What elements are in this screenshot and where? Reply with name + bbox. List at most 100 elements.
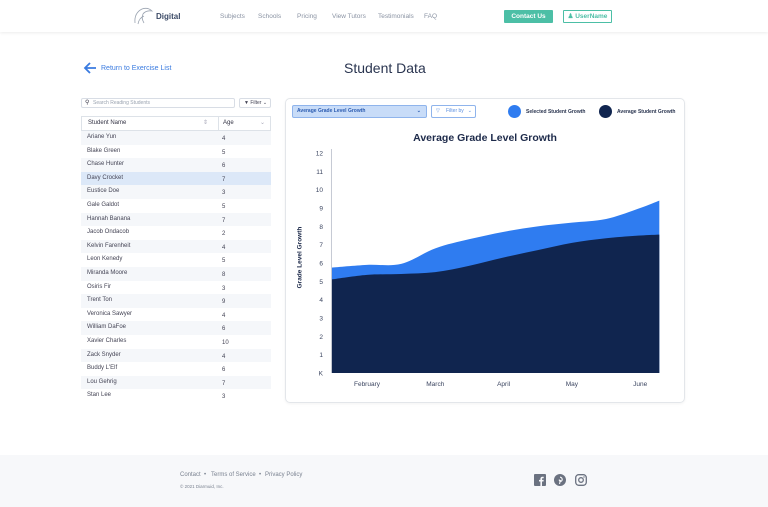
student-age: 10 [222, 339, 229, 346]
chevron-down-icon: ⌄ [261, 100, 268, 106]
student-age: 4 [222, 353, 226, 360]
table-row[interactable]: Blake Green 5 [81, 145, 271, 159]
nav-subjects[interactable]: Subjects [220, 13, 245, 20]
student-age: 6 [222, 163, 226, 170]
metric-dropdown[interactable]: Average Grade Level Growth ⌄ [292, 105, 427, 118]
table-row[interactable]: Leon Kenedy 5 [81, 253, 271, 267]
student-name: Jacob Ondacob [87, 229, 130, 236]
arrow-left-icon [83, 62, 96, 74]
filter-button[interactable]: ▼ Filter ⌄ [239, 98, 271, 108]
table-row[interactable]: Davy Crocket 7 [81, 171, 271, 186]
filter-icon: ▽ [436, 108, 440, 114]
search-icon: ⚲ [85, 100, 90, 106]
students-table: Student Name ⇕ Age ⌄ Ariane Yun 4 Blake Gree… [81, 116, 271, 403]
user-icon: ♟ [567, 13, 576, 20]
student-name: William DaFoe [87, 324, 127, 331]
student-name: Chase Hunter [87, 161, 125, 168]
student-name: Zack Snyder [87, 351, 121, 358]
footer-contact-link[interactable]: Contact [180, 472, 201, 478]
y-tick-label: 7 [319, 242, 323, 249]
column-header-name[interactable]: Student Name ⇕ [82, 117, 219, 130]
table-row[interactable]: Veronica Sawyer 4 [81, 308, 271, 322]
table-row[interactable]: Jacob Ondacob 2 [81, 226, 271, 240]
student-age: 3 [222, 285, 226, 292]
table-row[interactable]: Stan Lee 3 [81, 389, 271, 403]
footer-privacy-link[interactable]: Privacy Policy [265, 472, 303, 478]
table-row[interactable]: Zack Snyder 4 [81, 348, 271, 363]
table-row[interactable]: William DaFoe 6 [81, 321, 271, 335]
nav-view-tutors[interactable]: View Tutors [332, 13, 366, 20]
y-tick-label: 12 [316, 151, 324, 158]
nav-schools[interactable]: Schools [258, 13, 282, 20]
legend-average: Average Student Growth [599, 105, 675, 118]
logo-icon[interactable] [132, 5, 154, 27]
student-age: 7 [222, 380, 226, 387]
table-row[interactable]: Miranda Moore 8 [81, 266, 271, 281]
instagram-icon[interactable] [575, 474, 587, 486]
user-button[interactable]: ♟ UserName [563, 10, 612, 23]
student-age: 3 [222, 394, 226, 401]
filter-label: Filter [250, 100, 262, 106]
legend-selected: Selected Student Growth [508, 105, 585, 118]
student-name: Xavier Charles [87, 337, 127, 344]
x-tick-label: March [426, 381, 444, 388]
legend-dot [599, 105, 612, 118]
student-name: Osiris Fir [87, 283, 111, 290]
brand-name[interactable]: Digital [156, 12, 181, 21]
nav-testimonials[interactable]: Testimonials [378, 13, 414, 20]
student-name: Leon Kenedy [87, 256, 123, 263]
y-tick-label: 5 [319, 279, 323, 286]
table-row[interactable]: Xavier Charles 10 [81, 335, 271, 349]
table-row[interactable]: Trent Ton 9 [81, 294, 271, 308]
student-name: Trent Ton [87, 297, 113, 304]
student-age: 4 [222, 312, 226, 319]
student-age: 6 [222, 326, 226, 333]
student-name: Hannah Banana [87, 215, 131, 222]
legend-dot [508, 105, 521, 118]
y-tick-label: 8 [319, 224, 323, 231]
sort-icon[interactable]: ⇕ [202, 120, 208, 126]
y-tick-label: 3 [319, 316, 323, 323]
student-age: 4 [222, 136, 226, 142]
table-row[interactable]: Buddy L'Elf 6 [81, 362, 271, 376]
student-age: 9 [222, 299, 226, 306]
separator: • [204, 472, 207, 478]
student-name: Veronica Sawyer [87, 310, 133, 317]
student-name: Miranda Moore [87, 269, 128, 276]
chevron-down-icon[interactable]: ⌄ [259, 120, 265, 126]
student-age: 8 [222, 271, 226, 278]
search-input[interactable]: ⚲ Search Reading Students [81, 98, 235, 108]
y-tick-label: K [319, 371, 324, 378]
x-tick-label: April [497, 381, 511, 388]
table-row[interactable]: Osiris Fir 3 [81, 281, 271, 295]
footer [0, 455, 768, 507]
return-link[interactable]: Return to Exercise List [83, 62, 171, 74]
column-header-age[interactable]: Age ⌄ [219, 117, 270, 130]
y-tick-label: 10 [316, 187, 324, 194]
student-age: 5 [222, 203, 226, 210]
table-row[interactable]: Ariane Yun 4 [81, 131, 271, 145]
y-tick-label: 4 [319, 297, 323, 304]
table-row[interactable]: Chase Hunter 6 [81, 158, 271, 172]
student-name: Blake Green [87, 147, 121, 154]
table-row[interactable]: Gale Galdot 5 [81, 199, 271, 213]
student-age: 2 [222, 231, 226, 238]
nav-faq[interactable]: FAQ [424, 13, 438, 20]
x-tick-label: June [633, 381, 647, 388]
pinterest-icon[interactable] [554, 474, 566, 486]
nav-pricing[interactable]: Pricing [297, 13, 317, 20]
filter-by-button[interactable]: ▽ Filter by ⌄ [431, 105, 476, 118]
table-row[interactable]: Eustice Doe 3 [81, 185, 271, 199]
top-nav: Digital Subjects Schools Pricing View Tu… [0, 0, 768, 32]
contact-us-button[interactable]: Contact Us [504, 10, 553, 23]
chart-panel [285, 98, 685, 403]
student-age: 5 [222, 149, 226, 156]
table-row[interactable]: Lou Gehrig 7 [81, 375, 271, 390]
table-row[interactable]: Hannah Banana 7 [81, 212, 271, 227]
footer-terms-link[interactable]: Terms of Service [211, 472, 256, 478]
return-link-label: Return to Exercise List [101, 64, 172, 72]
student-age: 4 [222, 244, 226, 251]
table-row[interactable]: Kelvin Farenheit 4 [81, 239, 271, 254]
y-tick-label: 9 [319, 206, 323, 213]
facebook-icon[interactable] [534, 474, 546, 486]
